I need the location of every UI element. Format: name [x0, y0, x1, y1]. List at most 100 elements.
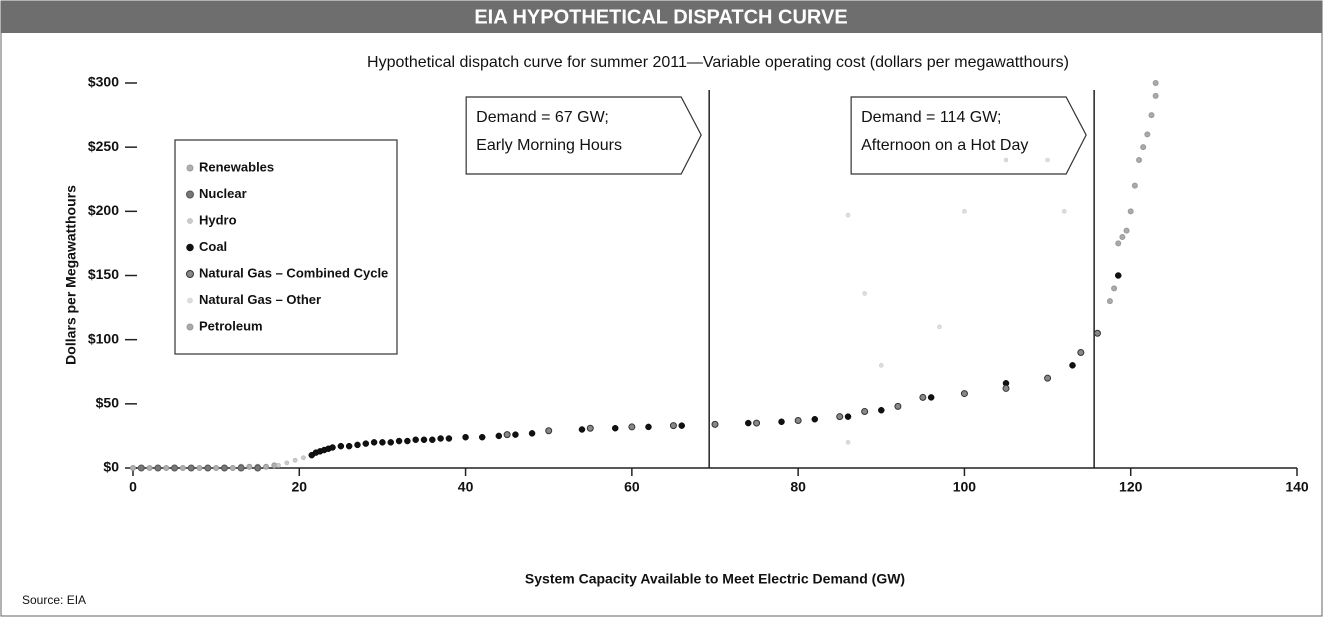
data-point: [1127, 208, 1134, 215]
data-point: [711, 420, 719, 428]
data-point: [229, 465, 236, 471]
data-point: [196, 465, 203, 471]
y-tick-label: $300: [88, 74, 119, 90]
data-point: [495, 432, 503, 440]
data-point: [163, 465, 170, 471]
data-point: [478, 433, 486, 441]
data-point: [1044, 374, 1052, 382]
annotation-text: Early Morning Hours: [476, 137, 622, 154]
data-point: [254, 464, 262, 472]
data-point: [1148, 112, 1155, 119]
data-point: [962, 209, 967, 214]
data-point: [678, 422, 685, 429]
data-point: [861, 408, 869, 416]
data-point: [1003, 157, 1009, 163]
annotation-box: [850, 96, 1087, 175]
data-point: [745, 419, 752, 427]
header: EIA HYPOTHETICAL DISPATCH CURVE: [474, 6, 847, 28]
data-point: [1152, 80, 1159, 86]
annotation-text: Demand = 114 GW;: [861, 109, 1001, 126]
data-point: [179, 465, 186, 471]
data-point: [237, 464, 245, 472]
data-point: [271, 462, 278, 469]
x-tick-label: 60: [624, 479, 640, 495]
y-tick-label: $150: [88, 266, 119, 282]
header-bar: [1, 1, 1322, 33]
legend-marker: [186, 243, 194, 252]
legend-label: Coal: [199, 239, 227, 254]
data-point: [937, 324, 942, 330]
data-point: [1069, 362, 1076, 369]
data-point: [345, 442, 353, 450]
data-point: [894, 402, 902, 410]
data-point: [1144, 131, 1151, 138]
data-point: [1061, 209, 1067, 214]
data-point: [778, 418, 785, 426]
annotation-box: [465, 96, 702, 175]
data-point: [387, 439, 394, 446]
legend-marker: [186, 164, 194, 172]
data-point: [927, 394, 935, 401]
data-point: [1140, 144, 1147, 151]
x-axis-label: System Capacity Available to Meet Electr…: [525, 571, 905, 587]
data-point: [370, 439, 378, 446]
data-point: [362, 440, 370, 447]
chart-title: Hypothetical dispatch curve for summer 2…: [367, 54, 1069, 71]
data-point: [437, 435, 444, 442]
data-point: [794, 417, 802, 425]
data-point: [753, 419, 761, 427]
data-point: [628, 423, 636, 431]
data-point: [429, 436, 436, 444]
data-point: [420, 436, 428, 444]
data-point: [130, 465, 136, 471]
data-point: [1131, 182, 1138, 189]
x-tick-label: 120: [1119, 479, 1143, 495]
y-tick-label: $250: [88, 138, 119, 154]
legend-box: [174, 139, 398, 355]
data-point: [845, 440, 851, 445]
x-tick-label: 140: [1285, 479, 1309, 495]
x-tick-label: 0: [129, 479, 137, 495]
x-tick-label: 80: [790, 479, 806, 495]
data-point: [137, 464, 145, 472]
data-point: [1106, 298, 1113, 305]
data-point: [1045, 157, 1050, 163]
y-axis-label: Dollars per Megawatthours: [63, 185, 79, 365]
annotation-text: Demand = 67 GW;: [476, 109, 609, 126]
data-point: [379, 439, 386, 446]
data-point: [292, 457, 298, 463]
data-point: [337, 442, 345, 450]
legend-label: Natural Gas – Combined Cycle: [199, 265, 388, 280]
annotation-text: Afternoon on a Hot Day: [861, 137, 1028, 154]
legend-label: Natural Gas – Other: [199, 292, 321, 307]
data-point: [171, 464, 179, 472]
data-point: [1123, 227, 1130, 234]
y-tick-label: $0: [103, 459, 119, 475]
y-tick-label: $200: [88, 202, 119, 218]
data-point: [301, 455, 306, 461]
data-point: [919, 393, 927, 401]
data-point: [862, 291, 867, 296]
data-point: [960, 390, 968, 398]
legend-label: Nuclear: [199, 186, 247, 201]
data-point: [1111, 285, 1118, 292]
legend-label: Petroleum: [199, 318, 263, 333]
data-point: [263, 463, 270, 470]
data-point: [1114, 272, 1122, 279]
data-point: [836, 413, 844, 421]
data-point: [844, 413, 852, 420]
data-point: [512, 431, 519, 438]
data-point: [811, 415, 819, 423]
x-tick-label: 20: [291, 479, 307, 495]
data-point: [1119, 234, 1126, 240]
legend-marker: [186, 323, 194, 331]
data-point: [395, 437, 403, 445]
data-point: [284, 460, 290, 466]
data-point: [187, 464, 195, 472]
data-point: [528, 430, 536, 437]
data-point: [1152, 92, 1159, 99]
data-point: [412, 436, 419, 444]
x-tick-label: 100: [953, 479, 977, 495]
source: Source: EIA: [22, 593, 86, 607]
